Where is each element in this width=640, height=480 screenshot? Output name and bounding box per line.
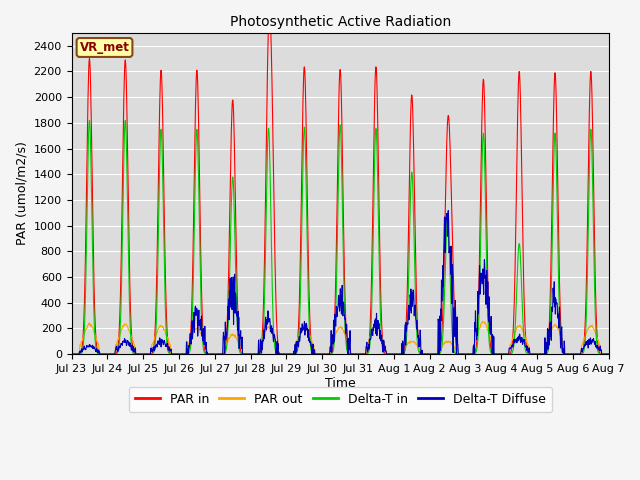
PAR in — [494, 351, 502, 357]
Delta-T in — [494, 351, 502, 357]
Line: PAR in: PAR in — [72, 10, 609, 354]
Delta-T in — [248, 351, 255, 357]
Line: PAR out: PAR out — [72, 321, 609, 354]
Delta-T Diffuse — [605, 351, 612, 357]
PAR out — [174, 351, 182, 357]
Line: Delta-T Diffuse: Delta-T Diffuse — [72, 211, 609, 354]
PAR in — [68, 351, 76, 357]
Delta-T in — [68, 351, 76, 357]
PAR out — [247, 351, 255, 357]
X-axis label: Time: Time — [324, 377, 355, 390]
Y-axis label: PAR (umol/m2/s): PAR (umol/m2/s) — [15, 142, 28, 245]
Delta-T in — [424, 351, 431, 357]
PAR in — [424, 351, 431, 357]
Delta-T Diffuse — [187, 341, 195, 347]
PAR out — [187, 336, 195, 342]
PAR in — [605, 351, 612, 357]
Delta-T Diffuse — [424, 351, 431, 357]
PAR out — [605, 351, 612, 357]
Delta-T in — [605, 351, 612, 357]
Delta-T in — [541, 351, 549, 357]
Delta-T in — [86, 118, 93, 123]
Delta-T Diffuse — [68, 351, 76, 357]
Delta-T Diffuse — [444, 208, 452, 214]
PAR in — [187, 325, 195, 331]
Delta-T Diffuse — [541, 348, 549, 353]
Delta-T in — [175, 351, 182, 357]
Delta-T Diffuse — [494, 351, 502, 357]
PAR in — [247, 351, 255, 357]
Legend: PAR in, PAR out, Delta-T in, Delta-T Diffuse: PAR in, PAR out, Delta-T in, Delta-T Dif… — [129, 386, 552, 412]
Title: Photosynthetic Active Radiation: Photosynthetic Active Radiation — [230, 15, 451, 29]
PAR out — [494, 351, 502, 357]
Delta-T Diffuse — [174, 351, 182, 357]
Delta-T in — [188, 336, 195, 341]
PAR in — [266, 7, 273, 13]
PAR out — [541, 351, 549, 357]
PAR out — [479, 318, 486, 324]
PAR out — [68, 351, 76, 357]
Line: Delta-T in: Delta-T in — [72, 120, 609, 354]
PAR in — [541, 351, 549, 357]
PAR out — [424, 351, 431, 357]
Delta-T Diffuse — [247, 351, 255, 357]
Text: VR_met: VR_met — [79, 41, 129, 54]
PAR in — [174, 351, 182, 357]
